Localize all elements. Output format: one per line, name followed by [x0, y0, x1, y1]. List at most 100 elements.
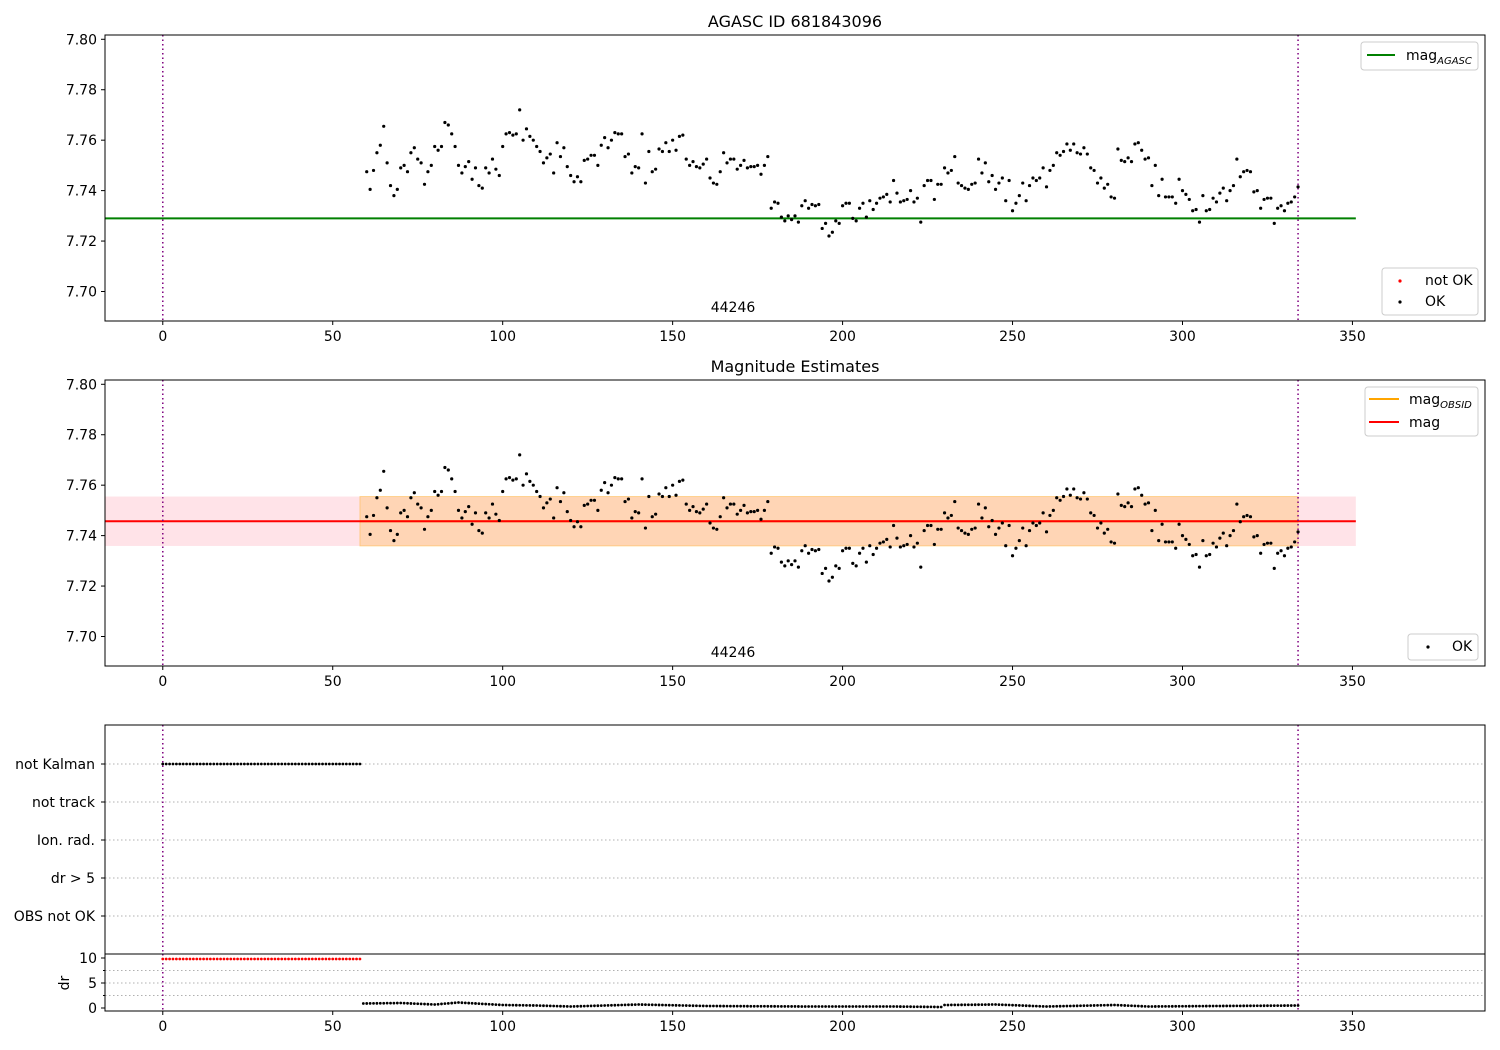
dr-point — [715, 1004, 719, 1008]
agasc-mag-point — [681, 133, 685, 137]
magnitude-mag-point — [912, 545, 916, 549]
agasc-mag-point — [786, 214, 790, 218]
dr-point — [1167, 1004, 1171, 1008]
dr-high-point — [198, 957, 202, 961]
dr-point — [372, 1001, 375, 1005]
dr-point — [501, 1003, 505, 1007]
dr-point — [491, 1003, 494, 1006]
dr-point — [562, 1004, 566, 1008]
agasc-mag-point — [660, 149, 665, 154]
magnitude-xtick-label: 250 — [999, 674, 1026, 690]
dr-point — [1113, 1003, 1116, 1007]
dr-high-point — [273, 957, 277, 961]
magnitude-mag-point — [388, 528, 393, 533]
dr-point — [545, 1004, 549, 1008]
dr-high-point — [222, 957, 226, 961]
agasc-mag-point — [919, 220, 923, 224]
agasc-mag-point — [1102, 186, 1106, 190]
dr-point — [1065, 1004, 1069, 1008]
dr-point — [671, 1003, 675, 1007]
dr-point — [830, 1005, 834, 1008]
dr-point — [661, 1003, 664, 1007]
dr-point — [1147, 1005, 1150, 1008]
magnitude-mag-point — [473, 511, 478, 515]
agasc-mag-point — [388, 183, 393, 188]
agasc-mag-point — [1143, 157, 1147, 161]
dr-point — [1055, 1004, 1059, 1008]
dr-point — [1150, 1005, 1154, 1008]
not-kalman-point — [253, 762, 256, 766]
dr-point — [623, 1003, 627, 1007]
dr-point — [1221, 1004, 1225, 1008]
dr-high-point — [202, 957, 205, 961]
dr-point — [854, 1005, 858, 1008]
agasc-mag-point — [572, 180, 576, 184]
agasc-mag-point — [735, 167, 739, 171]
not-kalman-point — [266, 762, 270, 766]
not-kalman-point — [168, 762, 171, 766]
agasc-mag-point — [796, 220, 800, 224]
agasc-mag-point — [878, 196, 882, 200]
not-kalman-point — [270, 762, 273, 766]
dr-point — [548, 1004, 552, 1008]
magnitude-mag-point — [484, 511, 488, 515]
dr-point — [603, 1004, 607, 1007]
magnitude-mag-point — [800, 549, 804, 553]
agasc-mag-point — [1089, 166, 1093, 170]
agasc-mag-point — [1262, 197, 1266, 202]
magnitude-mag-point — [470, 522, 474, 526]
magnitude-mag-point — [1007, 523, 1011, 528]
dr-point — [895, 1005, 899, 1008]
magnitude-mag-point — [650, 515, 654, 519]
agasc-mag-point — [749, 165, 753, 169]
dr-xtick-label: 150 — [659, 1019, 686, 1035]
agasc-mag-point — [603, 136, 607, 140]
dr-point — [474, 1002, 477, 1005]
dr-xtick-label: 300 — [1169, 1019, 1196, 1035]
magnitude-mag-point — [1027, 528, 1032, 533]
agasc-mag-point — [416, 157, 420, 161]
legend-agasc: magAGASC — [1360, 41, 1479, 71]
agasc-mag-point — [973, 181, 977, 185]
dr-point — [705, 1004, 709, 1008]
dr-high-point — [195, 957, 199, 961]
dr-point — [412, 1002, 416, 1005]
dr-high-point — [304, 957, 307, 961]
magnitude-mag-point — [368, 532, 372, 536]
agasc-mag-point — [837, 221, 841, 225]
magnitude-mag-point — [1255, 534, 1259, 538]
agasc-mag-point — [1269, 196, 1273, 200]
agasc-mag-point — [1068, 148, 1072, 152]
magnitude-mag-point — [671, 483, 675, 487]
dr-high-point — [188, 957, 192, 961]
dr-point — [970, 1003, 974, 1007]
agasc-mag-point — [1289, 200, 1293, 204]
magnitude-mag-point — [902, 544, 906, 548]
magnitude-mag-point — [725, 506, 729, 510]
agasc-mag-point — [1211, 196, 1215, 200]
not-kalman-point — [222, 762, 226, 766]
dr-high-point — [171, 957, 175, 961]
dr-point — [467, 1001, 471, 1005]
magnitude-ytick-label: 7.74 — [66, 529, 97, 545]
panel-dr-frame — [104, 953, 1486, 1012]
dr-high-point — [246, 957, 250, 961]
magnitude-mag-point — [681, 478, 685, 482]
magnitude-mag-point — [1289, 545, 1293, 549]
agasc-mag-point — [1296, 185, 1300, 189]
magnitude-mag-point — [854, 564, 858, 568]
magnitude-mag-point — [735, 512, 739, 516]
agasc-mag-point — [613, 131, 617, 135]
magnitude-mag-point — [936, 527, 940, 531]
dr-high-point — [181, 957, 185, 961]
agasc-mag-point — [1021, 181, 1025, 185]
agasc-mag-point — [1123, 160, 1127, 164]
not-kalman-point — [331, 762, 335, 766]
agasc-mag-point — [1238, 175, 1242, 179]
agasc-mag-point — [803, 199, 807, 203]
dr-high-point — [164, 957, 168, 961]
magnitude-mag-point — [1187, 542, 1191, 547]
dr-point — [807, 1005, 810, 1008]
magnitude-mag-point — [885, 537, 889, 541]
dr-point — [1075, 1004, 1079, 1008]
